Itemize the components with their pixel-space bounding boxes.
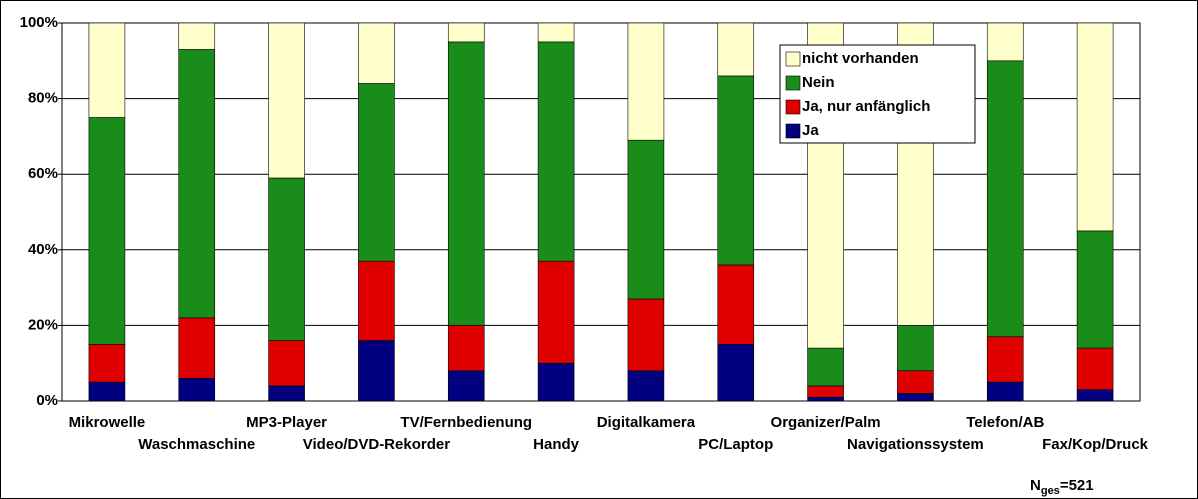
bar-segment <box>268 340 305 387</box>
bar-segment <box>897 393 934 402</box>
bar-segment <box>986 336 1024 383</box>
x-tick-label: Handy <box>533 436 580 453</box>
bar-segment <box>897 370 934 394</box>
legend-swatch <box>785 99 801 115</box>
bar-segment <box>358 22 395 84</box>
bar-segment <box>537 260 575 364</box>
bar-segment <box>537 41 575 262</box>
bar-segment <box>88 22 126 118</box>
bar-segment <box>807 385 844 398</box>
bar-segment <box>447 22 485 43</box>
bar-segment <box>447 325 485 372</box>
annotation-main: N <box>1030 477 1041 494</box>
bar-segment <box>1076 389 1114 402</box>
bar-segment <box>627 22 665 141</box>
x-tick-label: TV/Fernbedienung <box>400 414 532 431</box>
bar-segment <box>268 22 305 179</box>
x-tick-label: Waschmaschine <box>138 436 255 453</box>
bar-segment <box>986 22 1024 62</box>
bar-segment <box>537 362 575 402</box>
x-tick-label: PC/Laptop <box>698 436 773 453</box>
y-tick-label: 0% <box>36 392 58 409</box>
bar-segment <box>268 177 305 341</box>
bar-segment <box>358 340 395 402</box>
x-tick-label: Mikrowelle <box>69 414 146 431</box>
legend-label: Ja, nur anfänglich <box>802 98 930 115</box>
legend-label: nicht vorhanden <box>802 50 919 67</box>
x-tick-label: MP3-Player <box>246 414 327 431</box>
bar-segment <box>358 83 395 262</box>
bar-segment <box>897 325 934 372</box>
bar-segment <box>447 41 485 326</box>
x-tick-label: Telefon/AB <box>966 414 1044 431</box>
bar-segment <box>807 396 844 402</box>
bar-segment <box>447 370 485 402</box>
bar-segment <box>627 298 665 372</box>
bar-segment <box>1076 347 1114 390</box>
bar-segment <box>178 317 216 379</box>
x-tick-label: Organizer/Palm <box>771 414 881 431</box>
bar-segment <box>986 60 1024 338</box>
bar-segment <box>537 22 575 43</box>
bar-segment <box>807 347 844 387</box>
legend-label: Ja <box>802 122 819 139</box>
x-tick-label: Fax/Kop/Druck <box>1042 436 1149 453</box>
bar-segment <box>88 117 126 345</box>
bar-segment <box>1076 230 1114 349</box>
bar-segment <box>627 139 665 300</box>
bar-segment <box>358 260 395 341</box>
bar-segment <box>717 75 755 266</box>
bar-segment <box>717 264 755 345</box>
legend-label: Nein <box>802 74 835 91</box>
bar-segment <box>986 381 1024 402</box>
legend-swatch <box>785 51 801 67</box>
bar-segment <box>178 22 216 50</box>
bar-segment <box>627 370 665 402</box>
annotation-sub: ges <box>1041 485 1060 497</box>
bar-segment <box>268 385 305 402</box>
y-tick-label: 20% <box>28 316 58 333</box>
x-tick-label: Navigationssystem <box>847 436 984 453</box>
annotation: Nges=521 <box>1030 477 1094 497</box>
bar-segment <box>1076 22 1114 232</box>
plot-area <box>61 22 1141 402</box>
y-tick-label: 40% <box>28 241 58 258</box>
bar-segment <box>88 381 126 402</box>
x-tick-label: Video/DVD-Rekorder <box>303 436 450 453</box>
y-tick-label: 60% <box>28 165 58 182</box>
legend-box <box>779 44 976 144</box>
x-tick-label: Digitalkamera <box>597 414 696 431</box>
bar-segment <box>178 378 216 402</box>
y-tick-label: 80% <box>28 90 58 107</box>
bar-segment <box>88 343 126 383</box>
bar-segment <box>717 22 755 77</box>
bar-segment <box>178 49 216 319</box>
annotation-rest: =521 <box>1060 477 1094 494</box>
y-tick-label: 100% <box>20 14 58 31</box>
legend-swatch <box>785 123 801 139</box>
legend-swatch <box>785 75 801 91</box>
bar-segment <box>717 343 755 402</box>
